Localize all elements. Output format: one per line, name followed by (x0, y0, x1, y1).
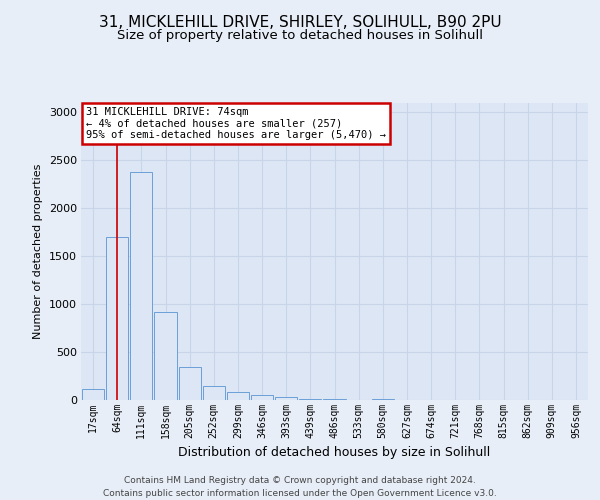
Bar (371, 399, 394, 400)
Text: Size of property relative to detached houses in Solihull: Size of property relative to detached ho… (117, 28, 483, 42)
Text: 31 MICKLEHILL DRIVE: 74sqm
← 4% of detached houses are smaller (257)
95% of semi: 31 MICKLEHILL DRIVE: 74sqm ← 4% of detac… (86, 107, 386, 140)
Bar (299, 399, 322, 400)
Text: 31, MICKLEHILL DRIVE, SHIRLEY, SOLIHULL, B90 2PU: 31, MICKLEHILL DRIVE, SHIRLEY, SOLIHULL,… (98, 15, 502, 30)
Bar (203, 386, 225, 400)
Bar (227, 392, 249, 400)
Bar (82, 390, 104, 400)
X-axis label: Distribution of detached houses by size in Solihull: Distribution of detached houses by size … (178, 446, 491, 460)
Bar (106, 237, 128, 400)
Bar (251, 394, 273, 400)
Bar (130, 172, 152, 400)
Bar (275, 397, 298, 400)
Bar (179, 368, 201, 400)
Y-axis label: Number of detached properties: Number of detached properties (33, 164, 43, 339)
Bar (323, 399, 346, 400)
Text: Contains HM Land Registry data © Crown copyright and database right 2024.
Contai: Contains HM Land Registry data © Crown c… (103, 476, 497, 498)
Bar (154, 312, 176, 400)
